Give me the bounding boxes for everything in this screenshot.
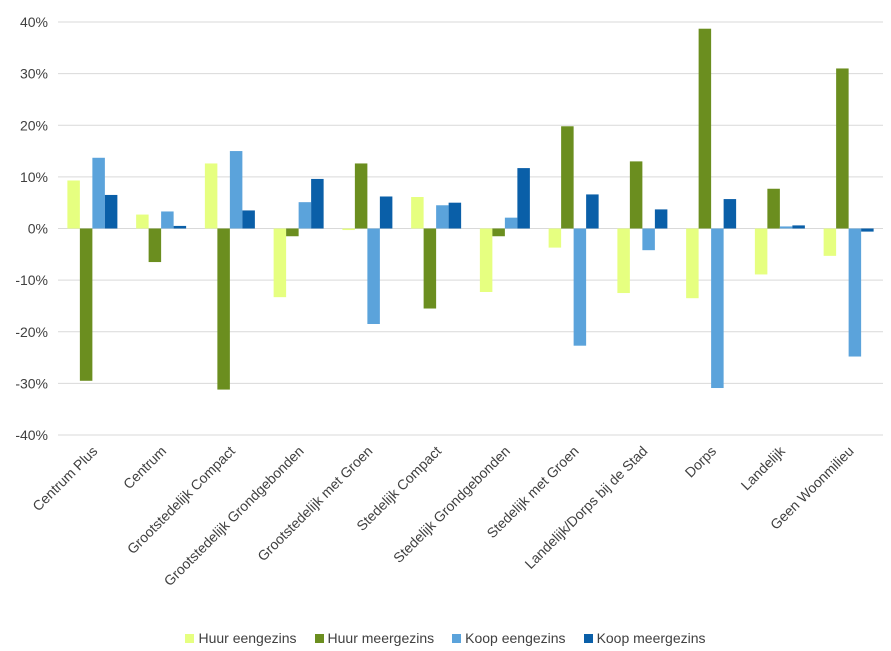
bar (823, 228, 837, 256)
x-category-label: Centrum (120, 443, 169, 492)
y-tick-label: 20% (20, 117, 48, 133)
bar (642, 228, 655, 251)
legend-label: Huur eengezins (198, 630, 297, 646)
bar (792, 225, 805, 229)
x-category-label: Landelijk (738, 442, 789, 493)
bar (67, 180, 80, 229)
legend-swatch (452, 633, 462, 643)
bar (173, 225, 187, 229)
bar (229, 151, 243, 229)
bar (504, 217, 518, 229)
legend-swatch (314, 633, 324, 643)
bar (436, 205, 449, 229)
bar (217, 228, 230, 390)
legend-label: Koop eengezins (465, 630, 566, 646)
bar (411, 197, 424, 229)
bars (67, 28, 874, 390)
bar (686, 228, 699, 299)
bar (311, 178, 324, 229)
y-axis: 40% 30% 20% 10% 0% -10% -20% -30% -40% (15, 14, 48, 443)
x-category-label: Landelijk/Dorps bij de Stad (521, 443, 650, 572)
bar (711, 228, 724, 389)
legend-item: Huur eengezins (185, 630, 297, 646)
bar (836, 68, 849, 229)
y-tick-label: -30% (15, 375, 48, 391)
x-category-label: Dorps (682, 443, 720, 481)
legend-label: Huur meergezins (327, 630, 435, 646)
bar (379, 196, 393, 229)
bar-chart: 40% 30% 20% 10% 0% -10% -20% -30% -40% Centrum P… (15, 14, 883, 589)
y-tick-label: -20% (15, 324, 48, 340)
bar (654, 209, 668, 229)
bar (779, 226, 793, 229)
y-tick-label: -40% (15, 427, 48, 443)
bar (104, 194, 118, 229)
x-category-label: Centrum Plus (29, 443, 100, 514)
bar (848, 228, 862, 357)
bar (161, 211, 174, 229)
bar (723, 199, 737, 229)
bar (767, 188, 780, 229)
bar (423, 228, 437, 309)
bar (286, 228, 299, 237)
bar (617, 228, 630, 294)
x-category-label: Stedelijk Grondgebonden (390, 443, 513, 566)
bar (354, 163, 368, 229)
bar (92, 157, 105, 229)
bar (242, 210, 255, 229)
legend-swatch (185, 633, 195, 643)
bar (573, 228, 587, 346)
bar (448, 202, 462, 229)
bar (79, 228, 93, 381)
bar (204, 163, 218, 229)
bar (367, 228, 380, 325)
legend-swatch (583, 633, 593, 643)
legend: Huur eengezins Huur meergezins Koop eengez… (0, 630, 891, 646)
bar (273, 228, 287, 298)
bar (148, 228, 162, 263)
bar (298, 202, 312, 229)
bar (754, 228, 768, 275)
y-tick-label: 40% (20, 14, 48, 30)
bar (629, 161, 643, 229)
y-tick-label: -10% (15, 272, 48, 288)
legend-item: Koop eengezins (452, 630, 566, 646)
bar (561, 126, 574, 229)
legend-item: Koop meergezins (583, 630, 706, 646)
bar (136, 214, 149, 229)
x-category-label: Grootstedelijk met Groen (254, 443, 375, 564)
bar (586, 194, 599, 229)
legend-item: Huur meergezins (314, 630, 435, 646)
bar (861, 228, 874, 232)
y-tick-label: 30% (20, 66, 48, 82)
x-category-label: Grootstedelijk Grondgebonden (161, 443, 307, 589)
y-tick-label: 10% (20, 169, 48, 185)
bar (342, 228, 355, 231)
bar (479, 228, 493, 292)
bar (698, 28, 712, 229)
y-tick-label: 0% (28, 221, 48, 237)
bar (517, 168, 530, 229)
gridlines (58, 21, 883, 436)
bar (548, 228, 562, 248)
bar (492, 228, 505, 237)
legend-label: Koop meergezins (596, 630, 706, 646)
